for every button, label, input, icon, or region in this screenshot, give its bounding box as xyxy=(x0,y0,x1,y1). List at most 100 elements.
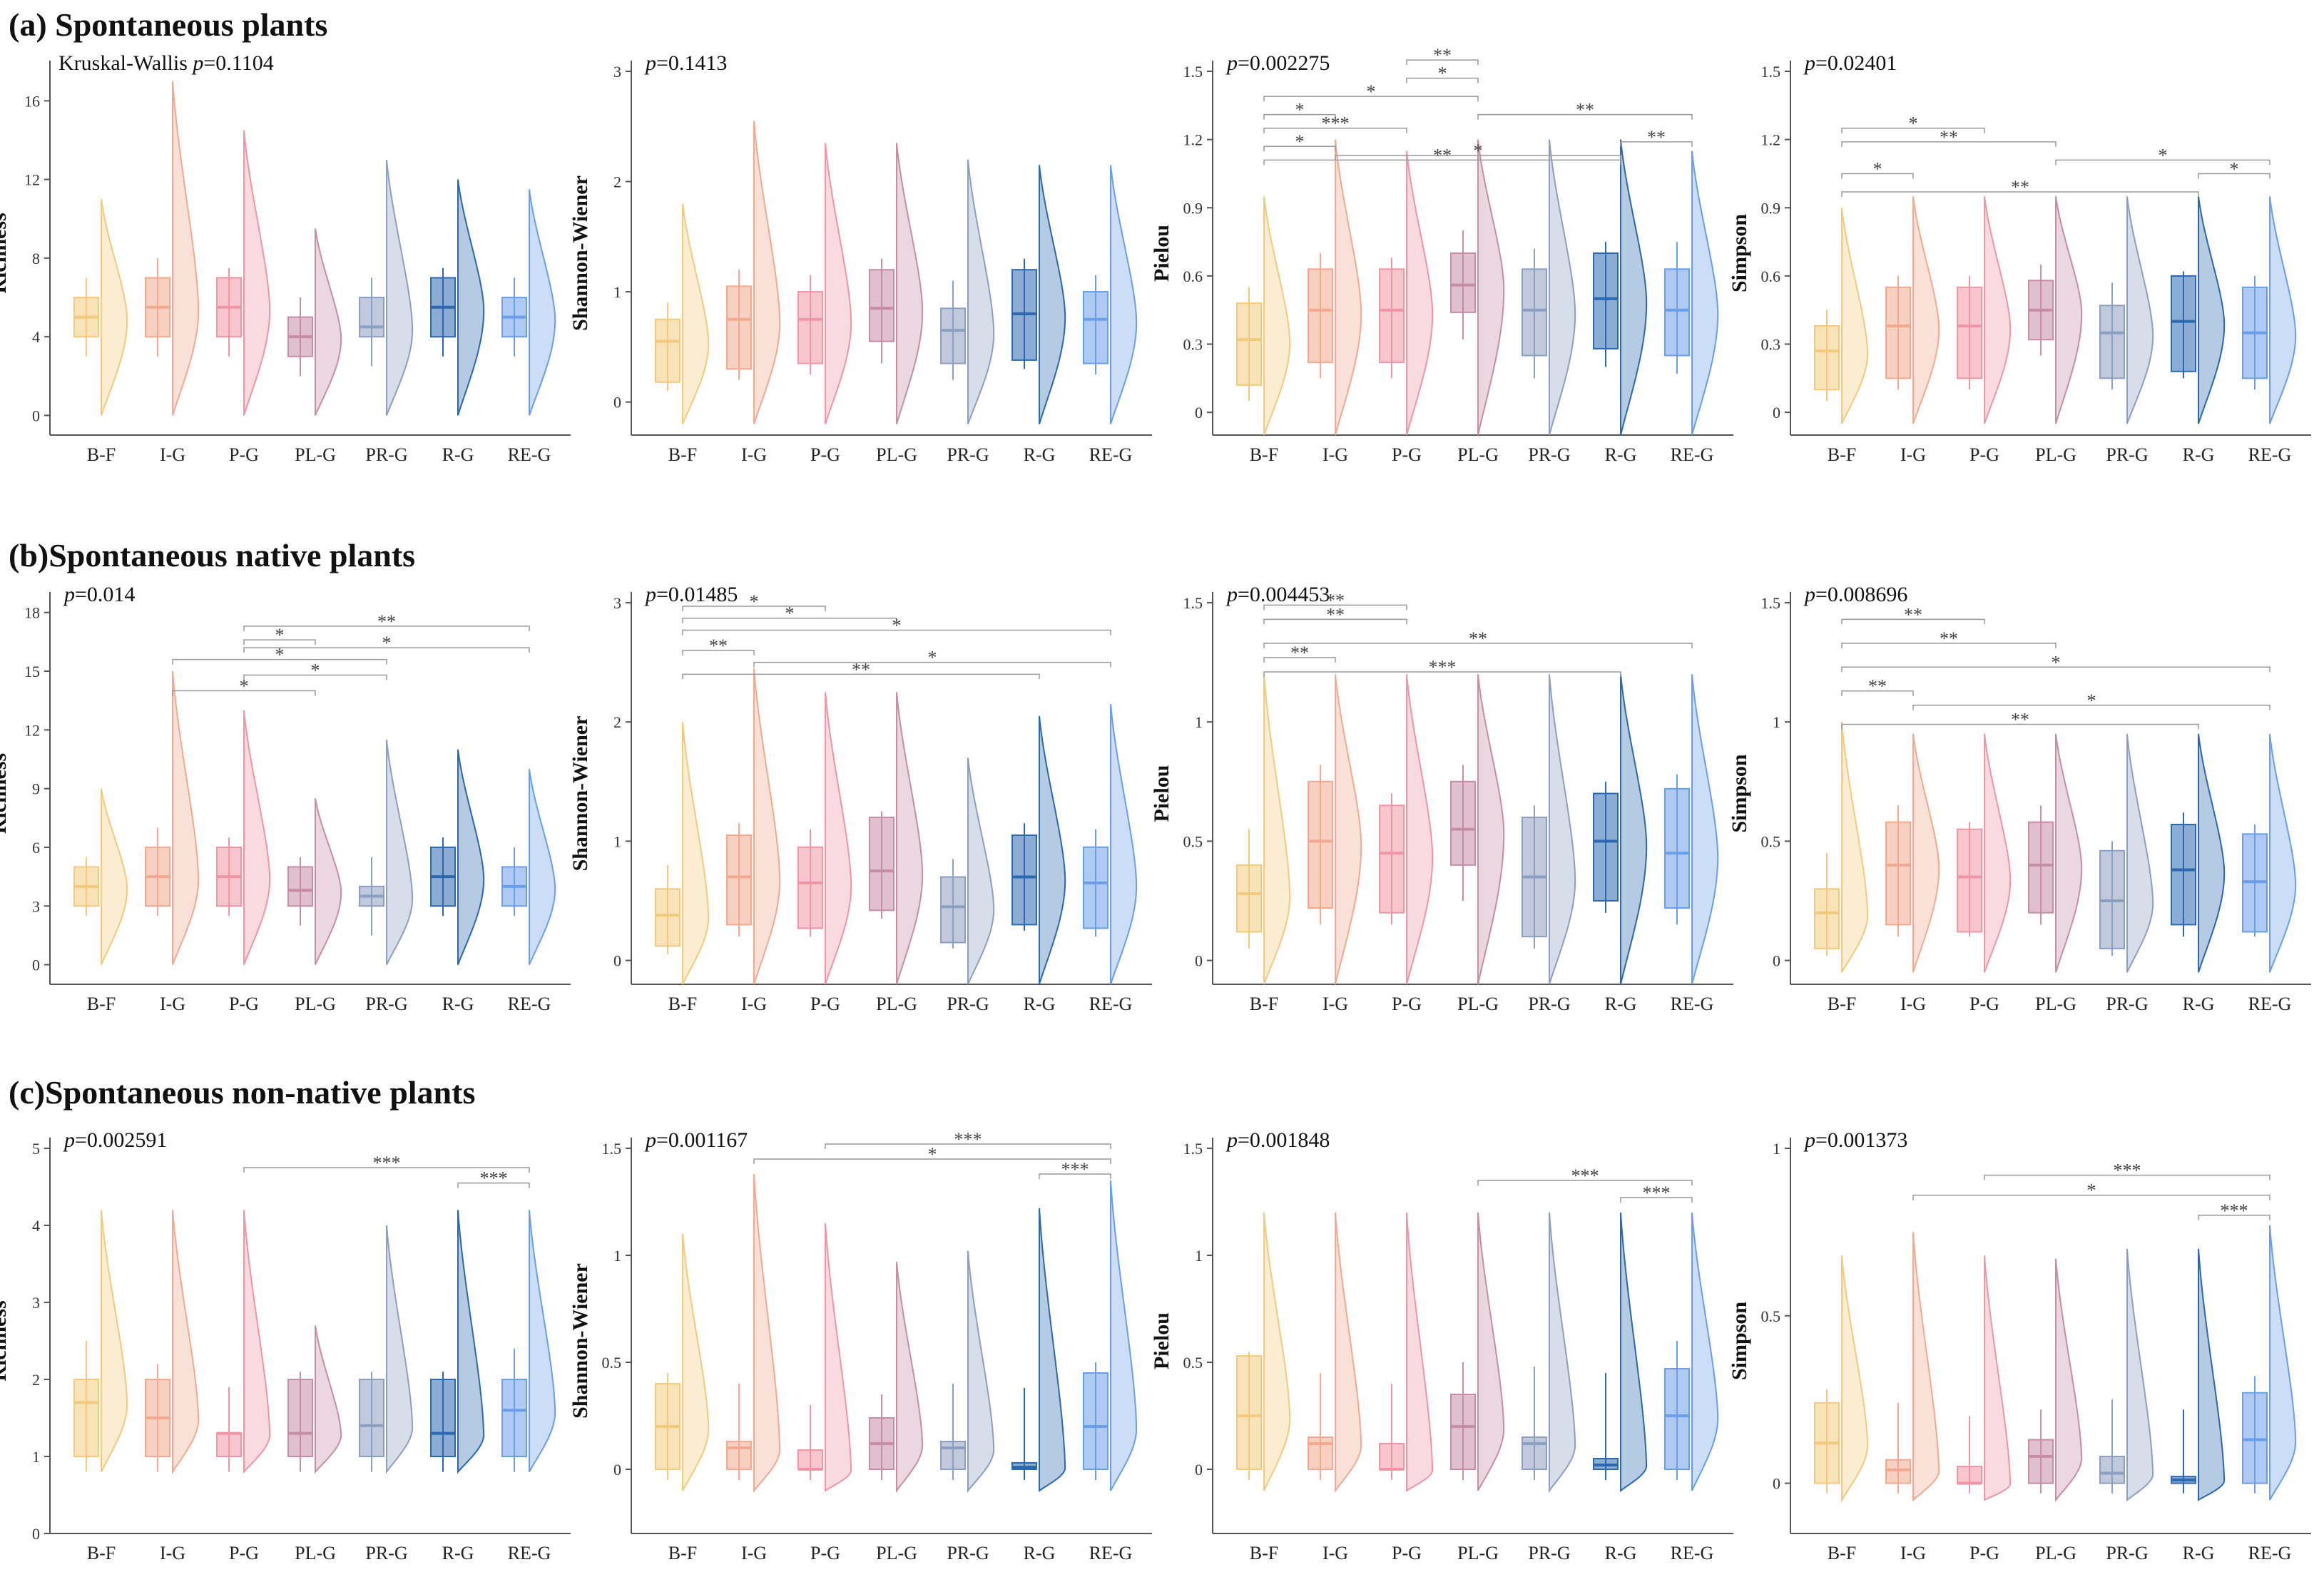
p-value-label: p=0.001848 xyxy=(1225,1128,1330,1152)
violin xyxy=(1912,1232,1940,1502)
y-tick-label: 0 xyxy=(1195,952,1203,970)
group-RE-G xyxy=(1083,704,1138,985)
violin xyxy=(967,1250,995,1493)
y-tick-label: 1.5 xyxy=(1761,63,1781,81)
group-R-G xyxy=(430,1210,485,1474)
violin xyxy=(1841,208,1869,424)
sig-bracket xyxy=(457,1182,530,1188)
box xyxy=(359,1379,384,1457)
x-tick-label: PR-G xyxy=(2106,994,2148,1014)
group-B-F xyxy=(73,199,128,416)
x-tick-label: PL-G xyxy=(295,444,336,465)
group-PL-G xyxy=(1450,1212,1505,1491)
y-axis-label: Richness xyxy=(0,213,11,293)
p-value-label: p=0.002591 xyxy=(63,1128,167,1152)
y-tick-label: 0.5 xyxy=(1183,1354,1203,1372)
x-tick-label: B-F xyxy=(87,994,116,1014)
sig-label: ** xyxy=(1433,145,1452,165)
y-tick-label: 9 xyxy=(32,780,40,798)
y-axis-label: Pielou xyxy=(1150,225,1173,282)
sig-label: * xyxy=(928,1144,937,1165)
violin xyxy=(101,199,128,416)
sig-label: * xyxy=(928,648,937,668)
sig-bracket xyxy=(753,661,1111,668)
p-value-label: p=0.001167 xyxy=(644,1128,748,1152)
group-PL-G xyxy=(1450,674,1505,985)
violin xyxy=(1620,674,1648,985)
box xyxy=(940,1441,966,1470)
box xyxy=(1236,302,1262,386)
group-PL-G xyxy=(1450,139,1505,436)
violin xyxy=(1549,1212,1576,1494)
sig-bracket xyxy=(1841,666,2271,673)
x-tick-label: PL-G xyxy=(295,994,336,1014)
violin xyxy=(1406,150,1434,436)
box xyxy=(940,307,966,364)
group-I-G xyxy=(145,670,200,965)
sig-bracket xyxy=(1477,1180,1693,1185)
violin xyxy=(457,1210,485,1474)
y-tick-label: 3 xyxy=(613,594,621,612)
x-tick-label: PR-G xyxy=(947,1543,989,1563)
x-tick-label: PL-G xyxy=(876,994,917,1014)
violin xyxy=(825,143,852,424)
violin xyxy=(1335,1212,1362,1494)
sig-label: ** xyxy=(1940,628,1958,649)
box xyxy=(287,1379,313,1457)
group-PL-G xyxy=(2028,1258,2083,1503)
group-B-F xyxy=(1236,1212,1291,1491)
sig-label: * xyxy=(1438,63,1447,84)
sig-bracket xyxy=(2198,1215,2271,1220)
sig-label: ** xyxy=(1868,676,1887,697)
x-tick-label: I-G xyxy=(1900,994,1926,1014)
sig-bracket xyxy=(2198,173,2271,179)
violin xyxy=(1477,674,1505,985)
x-tick-label: R-G xyxy=(1024,994,1056,1014)
violin xyxy=(1841,1255,1869,1503)
group-R-G xyxy=(1011,715,1066,985)
x-tick-label: P-G xyxy=(810,444,840,465)
sig-label: ** xyxy=(1290,643,1309,663)
x-tick-label: RE-G xyxy=(1671,444,1714,465)
x-tick-label: PR-G xyxy=(365,994,407,1014)
group-R-G xyxy=(2171,1248,2226,1501)
sig-label: ** xyxy=(1326,590,1345,611)
y-tick-label: 0 xyxy=(1773,1475,1780,1493)
violin xyxy=(2126,733,2154,973)
group-I-G xyxy=(1885,1232,1940,1502)
sig-label: * xyxy=(382,633,392,653)
group-I-G xyxy=(1885,196,1940,424)
violin xyxy=(896,692,924,985)
violin xyxy=(1912,733,1940,973)
row-title-b: (b)Spontaneous native plants xyxy=(9,537,416,573)
box xyxy=(1379,268,1405,363)
box xyxy=(2028,821,2054,914)
row-title-a: (a) Spontaneous plants xyxy=(9,6,328,43)
box xyxy=(1379,1443,1405,1470)
group-PR-G xyxy=(2099,733,2154,973)
violin xyxy=(172,1210,200,1475)
x-tick-label: PL-G xyxy=(1457,994,1499,1014)
y-tick-label: 1 xyxy=(613,283,621,301)
y-axis-label: Simpson xyxy=(1728,754,1751,832)
violin xyxy=(1691,1212,1719,1491)
group-PL-G xyxy=(287,798,342,965)
sig-label: * xyxy=(1909,113,1918,134)
violin xyxy=(1263,674,1291,985)
sig-bracket xyxy=(682,650,755,655)
group-I-G xyxy=(145,1210,200,1475)
sig-label: *** xyxy=(2221,1200,2248,1221)
sig-bracket xyxy=(1263,657,1336,663)
panel-10: 0 0.5 1 1.5 Pielou p=0.001848 B-F I-G P-G PL-G PR-… xyxy=(1150,1128,1733,1563)
sig-bracket xyxy=(243,639,316,645)
box xyxy=(1450,252,1476,313)
group-RE-G xyxy=(2242,733,2297,973)
y-tick-label: 0 xyxy=(32,956,40,974)
sig-label: ** xyxy=(1904,604,1922,625)
sig-bracket xyxy=(825,1143,1111,1149)
violin xyxy=(1039,715,1066,985)
sig-label: *** xyxy=(1061,1159,1089,1180)
y-tick-label: 16 xyxy=(24,92,40,110)
p-value-label: p=0.001373 xyxy=(1803,1128,1907,1152)
box xyxy=(797,291,823,364)
